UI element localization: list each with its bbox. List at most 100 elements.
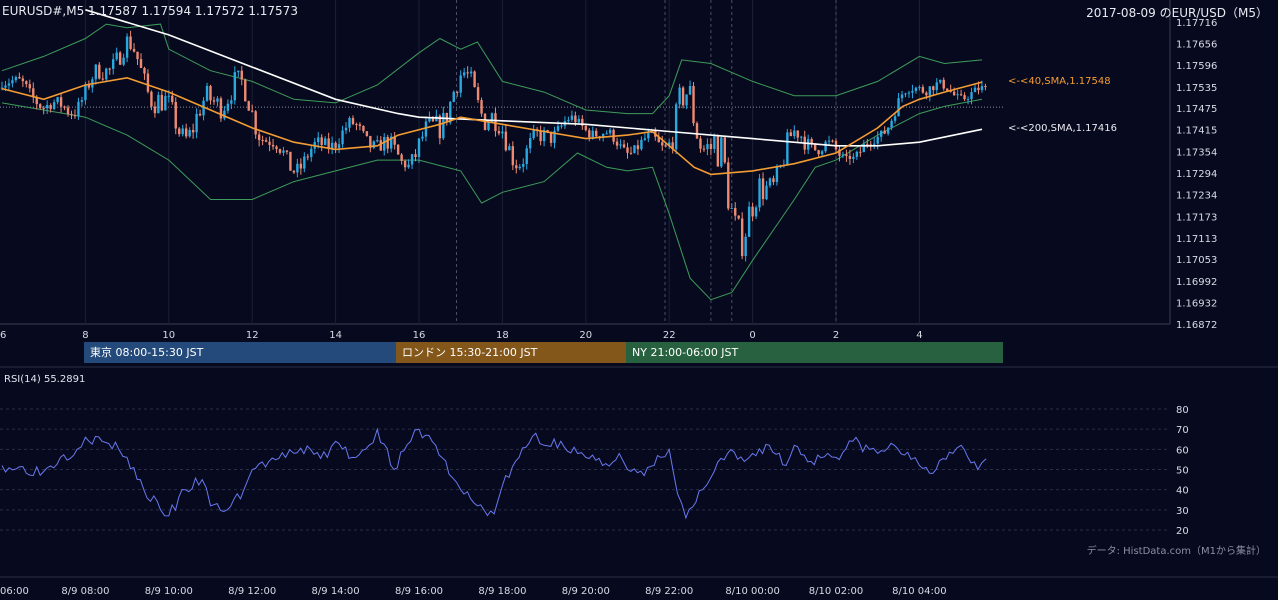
candle-body <box>7 83 11 86</box>
candle-body <box>320 137 323 145</box>
candle-body <box>671 142 674 150</box>
candle-body <box>494 113 497 132</box>
candle-body <box>511 146 515 166</box>
rsi-time-tick-label: 8/9 14:00 <box>312 586 360 597</box>
candle-body <box>247 101 250 111</box>
symbol-quote-line: EURUSD#,M5 1.17587 1.17594 1.17572 1.175… <box>2 4 298 18</box>
data-source-note: データ: HistData.com（M1から集計） <box>1086 546 1266 557</box>
rsi-grid <box>0 366 1278 578</box>
candle-body <box>713 136 716 149</box>
candle-body <box>198 113 202 116</box>
candle-body <box>226 103 230 111</box>
candle-body <box>264 140 268 142</box>
rsi-tick-label: 40 <box>1176 486 1189 497</box>
candle-body <box>310 148 313 158</box>
chart-title: 2017-08-09 のEUR/USD（M5） <box>1086 6 1268 20</box>
candle-body <box>730 207 733 209</box>
time-tick-label: 20 <box>579 330 592 341</box>
candle-body <box>827 140 831 142</box>
rsi-tick-label: 60 <box>1176 445 1189 456</box>
candle-body <box>664 145 667 147</box>
candle-body <box>879 130 883 137</box>
candle-body <box>813 143 817 151</box>
candle-body <box>824 141 827 152</box>
candle-body <box>692 85 695 124</box>
rsi-line <box>1 427 987 520</box>
candle-body <box>702 148 706 150</box>
candle-body <box>862 143 865 153</box>
candle-body <box>456 91 459 93</box>
candle-body <box>883 130 886 134</box>
candle-body <box>209 85 212 101</box>
candle-body <box>504 131 508 151</box>
candle-body <box>796 130 799 138</box>
candle-body <box>734 207 737 216</box>
candle-body <box>181 128 184 135</box>
candle-body <box>417 138 421 158</box>
rsi-time-tick-label: 8/9 18:00 <box>478 586 526 597</box>
time-tick-label: 10 <box>162 330 175 341</box>
candle-body <box>810 139 813 144</box>
candle-body <box>376 140 379 142</box>
candle-body <box>184 128 188 137</box>
rsi-time-axis: 06:00 8/9 08:00 8/9 10:00 8/9 12:00 8/9 14:0… <box>0 586 947 597</box>
candle-body <box>685 94 688 106</box>
candle-body <box>396 144 400 155</box>
sma200-label: <-<200,SMA,1.17416 <box>1008 123 1117 134</box>
candle-body <box>56 97 59 103</box>
rsi-time-tick-label: 8/9 22:00 <box>645 586 693 597</box>
candle-body <box>674 104 678 150</box>
candle-body <box>866 143 869 145</box>
candle-body <box>980 86 984 91</box>
price-axis: 1.17716 1.17656 1.17596 1.17535 1.17475 1.174… <box>1176 18 1217 331</box>
candle-body <box>28 84 31 89</box>
candle-body <box>619 144 622 146</box>
candle-body <box>793 130 796 137</box>
candle-body <box>153 106 157 114</box>
candle-body <box>595 130 598 137</box>
candle-body <box>608 129 612 134</box>
candle-body <box>299 163 303 169</box>
candle-body <box>372 141 376 148</box>
candle-body <box>949 90 952 92</box>
candle-body <box>706 144 709 150</box>
candle-body <box>970 92 973 100</box>
candle-body <box>845 154 848 156</box>
candle-body <box>831 140 834 142</box>
candle-body <box>855 151 859 157</box>
candle-body <box>678 87 681 105</box>
candle-body <box>80 100 84 102</box>
candle-body <box>233 72 237 101</box>
candle-body <box>285 150 289 152</box>
candle-body <box>765 185 768 200</box>
candle-body <box>758 178 761 208</box>
candle-body <box>216 98 219 102</box>
candle-body <box>636 145 640 150</box>
candle-body <box>761 178 765 200</box>
price-tick-label: 1.17475 <box>1176 104 1217 115</box>
rsi-time-tick-label: 8/10 02:00 <box>809 586 863 597</box>
rsi-tick-label: 30 <box>1176 506 1189 517</box>
candle-body <box>873 143 876 145</box>
rsi-time-tick-label: 8/9 08:00 <box>61 586 109 597</box>
candle-body <box>605 133 608 135</box>
time-tick-label: 8 <box>82 330 88 341</box>
price-tick-label: 1.16932 <box>1176 299 1217 310</box>
candle-body <box>476 87 480 101</box>
candle-body <box>966 99 970 101</box>
candle-body <box>70 114 73 116</box>
candle-body <box>73 115 77 117</box>
candle-body <box>18 77 21 79</box>
candle-body <box>591 130 594 138</box>
candle-body <box>428 117 431 122</box>
candle-body <box>289 151 292 171</box>
candle-body <box>869 144 872 146</box>
candle-body <box>452 91 455 102</box>
candle-body <box>292 170 296 173</box>
candle-body <box>925 92 928 96</box>
price-tick-label: 1.17415 <box>1176 126 1217 137</box>
candle-body <box>355 124 358 126</box>
candle-body <box>529 138 532 149</box>
bollinger-bands <box>1 23 983 301</box>
candle-body <box>449 101 452 123</box>
